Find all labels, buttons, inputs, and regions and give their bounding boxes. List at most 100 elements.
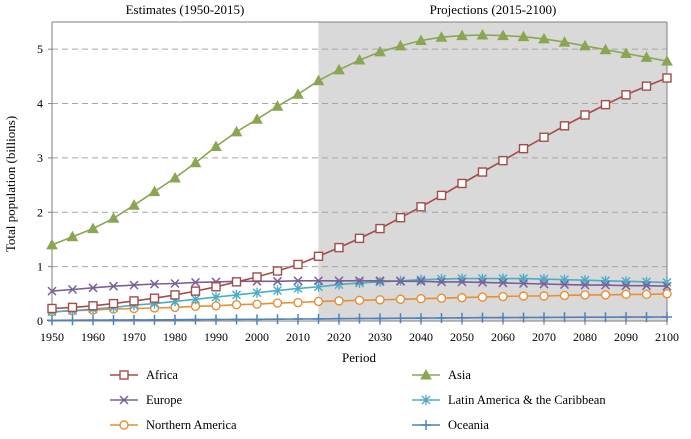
data-point-northern-america	[395, 294, 406, 304]
y-tick-label: 0	[37, 314, 43, 328]
legend-item-latin-america-the-caribbean: Latin America & the Caribbean	[412, 393, 606, 407]
data-point-latin-america-the-caribbean	[293, 283, 303, 294]
data-point-oceania	[457, 312, 467, 323]
legend-marker	[119, 395, 129, 405]
data-point-europe	[272, 276, 283, 286]
data-point-africa	[621, 90, 631, 100]
data-point-asia	[271, 100, 284, 111]
data-point-oceania	[313, 313, 324, 324]
estimates-label: Estimates (1950-2015)	[126, 2, 245, 17]
data-point-europe	[395, 276, 406, 286]
data-point-africa	[600, 99, 611, 110]
data-point-oceania	[211, 314, 221, 325]
data-point-latin-america-the-caribbean	[232, 289, 241, 300]
x-tick-label: 2000	[245, 330, 269, 344]
legend-marker	[119, 370, 129, 380]
data-point-oceania	[293, 314, 303, 325]
data-point-oceania	[539, 312, 549, 323]
projections-label: Projections (2015-2100)	[430, 2, 557, 17]
data-point-africa	[518, 143, 529, 154]
data-point-asia	[558, 36, 571, 47]
y-tick-label: 2	[37, 205, 43, 219]
data-point-europe	[498, 278, 508, 288]
data-point-oceania	[170, 314, 180, 325]
data-point-oceania	[662, 312, 672, 323]
y-tick-label: 3	[37, 151, 43, 165]
data-point-europe	[436, 277, 447, 287]
x-tick-label: 1990	[204, 330, 228, 344]
data-point-asia	[230, 125, 243, 137]
data-point-northern-america	[559, 290, 570, 301]
data-point-africa	[67, 302, 78, 313]
legend-item-northern-america: Northern America	[110, 418, 237, 432]
data-point-asia	[476, 29, 489, 40]
data-point-oceania	[621, 312, 631, 323]
data-point-latin-america-the-caribbean	[252, 287, 262, 298]
data-point-africa	[395, 213, 406, 223]
data-point-africa	[334, 242, 344, 253]
data-point-africa	[313, 251, 324, 262]
data-point-asia	[87, 222, 99, 234]
y-tick-label: 5	[37, 42, 43, 56]
data-point-oceania	[580, 312, 590, 323]
legend-marker	[119, 420, 129, 430]
data-point-oceania	[375, 313, 385, 324]
data-point-africa	[375, 223, 385, 234]
data-point-asia	[46, 238, 58, 250]
data-point-asia	[620, 47, 632, 59]
x-axis-label: Period	[342, 350, 376, 365]
data-point-asia	[538, 32, 550, 44]
data-point-asia	[107, 212, 120, 223]
data-point-asia	[66, 230, 79, 242]
data-point-africa	[354, 233, 365, 244]
projection-shading	[318, 22, 667, 321]
data-point-europe	[129, 280, 139, 290]
data-point-africa	[641, 81, 652, 91]
data-point-africa	[539, 132, 549, 142]
data-point-oceania	[252, 314, 262, 325]
y-tick-label: 1	[37, 260, 43, 274]
data-point-northern-america	[498, 291, 508, 302]
data-point-africa	[477, 167, 488, 177]
data-point-northern-america	[375, 295, 385, 305]
data-point-europe	[600, 280, 611, 290]
data-point-asia	[251, 113, 263, 124]
data-point-latin-america-the-caribbean	[416, 274, 426, 285]
data-point-asia	[148, 185, 161, 197]
data-point-europe	[539, 279, 549, 289]
x-tick-label: 2060	[491, 330, 515, 344]
x-tick-label: 2070	[532, 330, 556, 344]
data-point-asia	[497, 29, 509, 41]
data-point-africa	[170, 290, 180, 300]
series-africa	[47, 73, 672, 314]
legend-marker	[421, 395, 431, 405]
data-point-europe	[477, 277, 488, 287]
data-point-northern-america	[662, 289, 672, 299]
x-tick-label: 2030	[368, 330, 392, 344]
data-point-europe	[621, 281, 631, 291]
data-point-africa	[252, 272, 262, 282]
data-point-asia	[128, 199, 140, 210]
data-point-asia	[517, 30, 530, 42]
legend-label: Oceania	[448, 418, 489, 432]
data-point-northern-america	[334, 296, 344, 306]
data-point-oceania	[395, 313, 406, 324]
data-point-oceania	[498, 312, 508, 323]
x-tick-label: 1970	[122, 330, 146, 344]
data-point-asia	[374, 45, 386, 57]
data-point-oceania	[416, 313, 426, 324]
legend-label: Asia	[448, 368, 471, 382]
data-point-africa	[88, 301, 98, 311]
legend-item-asia: Asia	[412, 368, 471, 382]
data-point-oceania	[231, 314, 242, 325]
data-point-latin-america-the-caribbean	[211, 292, 221, 303]
data-point-asia	[415, 34, 427, 45]
legend-label: Northern America	[146, 418, 237, 432]
series-europe	[47, 276, 672, 296]
data-point-asia	[292, 88, 304, 99]
data-point-northern-america	[211, 301, 221, 311]
data-point-northern-america	[313, 296, 324, 307]
data-point-oceania	[641, 312, 652, 323]
data-point-europe	[190, 277, 201, 287]
